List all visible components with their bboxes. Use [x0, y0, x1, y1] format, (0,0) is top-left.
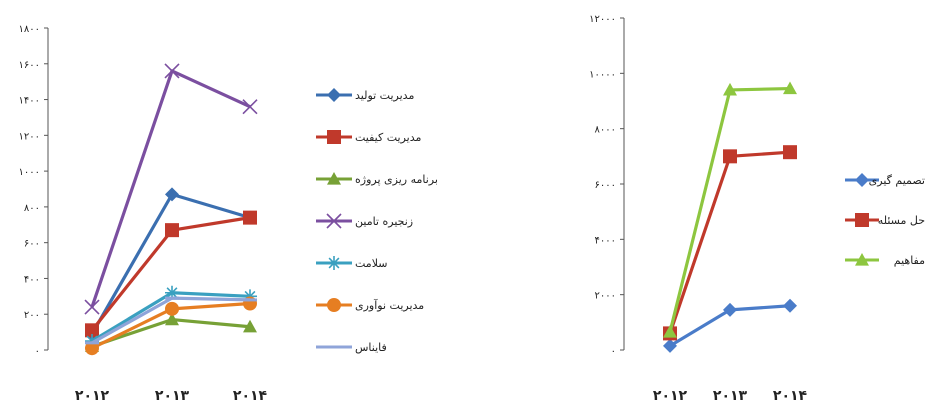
data-point	[243, 210, 257, 225]
data-point	[243, 319, 257, 333]
x-tick-label: ۲۰۱۲	[653, 388, 688, 404]
data-point	[165, 301, 179, 316]
legend-label: مدیریت تولید	[355, 89, 414, 102]
y-tick-label: ۱۸۰۰	[19, 24, 40, 35]
data-point	[84, 299, 100, 315]
x-tick-label: ۲۰۱۳	[155, 388, 190, 404]
data-point	[165, 312, 179, 326]
legend-marker	[327, 130, 341, 144]
data-point	[85, 341, 99, 356]
y-tick-label: ۸۰۰	[24, 203, 40, 214]
legend-marker	[327, 256, 341, 270]
legend-entry: زنجیره تامین	[316, 213, 413, 229]
legend-entry: مدیریت کیفیت	[316, 130, 422, 144]
data-point	[243, 289, 257, 304]
legend-label: تصمیم گیری	[869, 174, 925, 187]
data-point	[85, 323, 99, 338]
data-point	[723, 302, 737, 317]
legend-entry: مدیریت تولید	[316, 88, 414, 102]
data-point	[165, 285, 179, 300]
legend-entry: سلامت	[316, 256, 387, 270]
series-4	[84, 63, 258, 315]
legend-entry: برنامه ریزی پروژه	[316, 172, 438, 186]
y-tick-label: ۱۲۰۰۰	[589, 14, 616, 25]
legend: تصمیم گیری حل مسئله مفاهیم	[845, 173, 925, 267]
legend-label: حل مسئله	[878, 214, 925, 227]
right-chart: ۰ ۲۰۰۰ ۴۰۰۰ ۶۰۰۰ ۸۰۰۰ ۱۰۰۰۰ ۱۲۰۰۰ ۲۰۱۲ ۲۰۱۳ ۲۰۱۴ ت…	[589, 14, 925, 404]
data-point	[165, 223, 179, 238]
y-tick-label: ۲۰۰	[24, 310, 40, 321]
y-tick-label: ۶۰۰۰	[595, 180, 616, 191]
legend-marker	[855, 213, 869, 227]
series-7	[85, 296, 257, 345]
legend-marker	[855, 173, 869, 187]
data-point	[243, 298, 257, 302]
x-tick-label: ۲۰۱۴	[233, 388, 268, 404]
y-tick-label: ۴۰۰۰	[595, 235, 616, 246]
legend-label: فایناس	[355, 341, 387, 354]
legend-label: برنامه ریزی پروژه	[355, 173, 438, 186]
legend-entry: مدیریت نوآوری	[316, 298, 424, 312]
legend-marker	[327, 88, 341, 102]
data-point	[783, 298, 797, 313]
legend-entry: فایناس	[316, 341, 387, 354]
data-point	[723, 82, 737, 96]
legend-label: مفاهیم	[894, 254, 925, 267]
y-tick-label: ۲۰۰۰	[595, 291, 616, 302]
data-point	[242, 99, 258, 115]
y-tick-label: ۸۰۰۰	[595, 125, 616, 136]
legend: مدیریت تولید مدیریت کیفیت برنامه ریزی پروژ…	[316, 88, 438, 354]
legend-label: زنجیره تامین	[355, 215, 413, 228]
legend-marker	[327, 345, 341, 349]
y-tick-label: ۱۰۰۰	[19, 167, 40, 178]
legend-label: مدیریت نوآوری	[355, 298, 424, 312]
legend-label: مدیریت کیفیت	[355, 131, 422, 144]
x-tick-label: ۲۰۱۳	[713, 388, 748, 404]
y-tick-label: ۱۲۰۰	[19, 131, 40, 142]
data-point	[165, 187, 179, 202]
data-point	[663, 325, 677, 338]
x-tick-label: ۲۰۱۲	[75, 388, 110, 404]
legend-entry: تصمیم گیری	[845, 173, 925, 187]
data-point	[783, 145, 797, 160]
legend-label: سلامت	[355, 257, 387, 270]
series-2	[85, 210, 257, 338]
series-6	[85, 296, 257, 356]
y-tick-label: ۰	[611, 346, 616, 357]
legend-marker	[855, 253, 869, 266]
series-3	[663, 81, 797, 338]
y-tick-label: ۶۰۰	[24, 239, 40, 250]
y-tick-label: ۴۰۰	[24, 274, 40, 285]
data-point	[164, 63, 180, 79]
legend-marker	[327, 298, 341, 312]
series-5	[85, 285, 257, 349]
series-line	[668, 86, 791, 333]
y-tick-label: ۱۶۰۰	[19, 60, 40, 71]
series-1	[663, 298, 797, 353]
left-chart: ۰ ۲۰۰ ۴۰۰ ۶۰۰ ۸۰۰ ۱۰۰۰ ۱۲۰۰ ۱۴۰۰ ۱۶۰۰ ۱۸۰۰ ۲۰۱۲ ۲۰۱…	[19, 24, 438, 404]
legend-entry: حل مسئله	[845, 213, 925, 227]
legend-marker	[327, 172, 341, 185]
data-point	[165, 296, 179, 300]
data-point	[663, 338, 677, 353]
y-tick-label: ۱۰۰۰۰	[589, 69, 616, 80]
data-point	[783, 81, 797, 95]
x-tick-label: ۲۰۱۴	[773, 388, 808, 404]
legend-entry: مفاهیم	[845, 253, 925, 267]
y-tick-label: ۰	[35, 346, 40, 357]
data-point	[85, 341, 99, 345]
data-point	[723, 149, 737, 164]
y-tick-label: ۱۴۰۰	[19, 96, 40, 107]
legend-marker	[326, 213, 342, 229]
